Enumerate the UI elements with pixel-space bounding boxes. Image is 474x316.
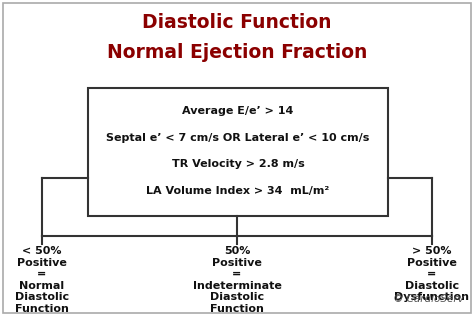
Text: LA Volume Index > 34  mL/m²: LA Volume Index > 34 mL/m² <box>146 186 329 196</box>
FancyBboxPatch shape <box>3 3 471 313</box>
Text: Average E/e’ > 14: Average E/e’ > 14 <box>182 106 294 116</box>
Text: © CardioServ: © CardioServ <box>393 294 464 304</box>
Text: Normal Ejection Fraction: Normal Ejection Fraction <box>107 42 367 62</box>
Text: Diastolic Function: Diastolic Function <box>142 13 332 32</box>
Text: < 50%
Positive
=
Normal
Diastolic
Function: < 50% Positive = Normal Diastolic Functi… <box>15 246 69 314</box>
Text: > 50%
Positive
=
Diastolic
Dysfunction: > 50% Positive = Diastolic Dysfunction <box>394 246 470 302</box>
FancyBboxPatch shape <box>88 88 388 216</box>
Text: 50%
Positive
=
Indeterminate
Diastolic
Function: 50% Positive = Indeterminate Diastolic F… <box>192 246 282 314</box>
Text: Septal e’ < 7 cm/s OR Lateral e’ < 10 cm/s: Septal e’ < 7 cm/s OR Lateral e’ < 10 cm… <box>106 133 370 143</box>
Text: TR Velocity > 2.8 m/s: TR Velocity > 2.8 m/s <box>172 159 304 169</box>
